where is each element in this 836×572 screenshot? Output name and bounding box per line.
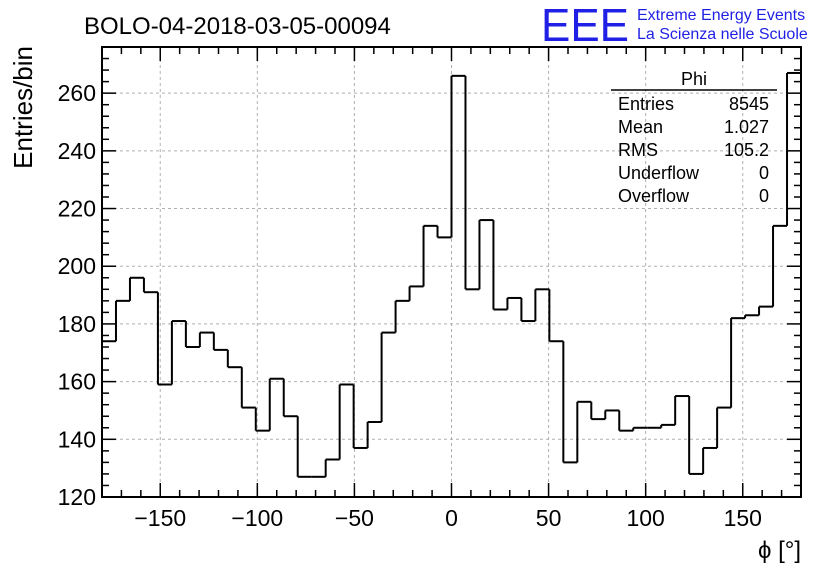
stats-label-rms: RMS (618, 140, 658, 160)
stats-box: Phi Entries 8545 Mean 1.027 RMS 105.2 Un… (611, 69, 777, 206)
x-tick-label: −50 (335, 505, 374, 531)
y-tick-label: 180 (58, 311, 96, 337)
stats-title: Phi (681, 69, 707, 89)
stats-value-overflow: 0 (759, 186, 769, 206)
stats-value-mean: 1.027 (724, 117, 769, 137)
x-tick-label: −150 (134, 505, 186, 531)
stats-label-underflow: Underflow (618, 163, 700, 183)
y-tick-label: 260 (58, 80, 96, 106)
y-axis-label: Entries/bin (8, 46, 38, 169)
y-tick-label: 200 (58, 253, 96, 279)
stats-value-underflow: 0 (759, 163, 769, 183)
x-axis-label: ϕ [°] (758, 537, 801, 564)
eee-logo: EEE (541, 0, 629, 51)
stats-value-rms: 105.2 (724, 140, 769, 160)
y-tick-label: 220 (58, 196, 96, 222)
stats-label-mean: Mean (618, 117, 663, 137)
chart-title: BOLO-04-2018-03-05-00094 (84, 13, 391, 40)
plot-frame (101, 46, 802, 498)
x-tick-label: 100 (626, 505, 664, 531)
x-tick-label: 150 (724, 505, 762, 531)
stats-value-entries: 8545 (729, 94, 769, 114)
logo-line-1: Extreme Energy Events (637, 7, 805, 24)
y-tick-label: 120 (58, 484, 96, 510)
stats-label-entries: Entries (618, 94, 674, 114)
axis-ticks (102, 46, 801, 498)
x-tick-label: 0 (445, 505, 458, 531)
tick-labels: −150 −100 −50 0 50 100 150 120 140 160 180 200 220 24… (58, 80, 762, 531)
stats-label-overflow: Overflow (618, 186, 690, 206)
y-tick-label: 240 (58, 138, 96, 164)
logo-line-2: La Scienza nelle Scuole (637, 26, 808, 43)
x-tick-label: −100 (231, 505, 283, 531)
y-tick-label: 160 (58, 369, 96, 395)
x-tick-label: 50 (536, 505, 562, 531)
y-tick-label: 140 (58, 426, 96, 452)
